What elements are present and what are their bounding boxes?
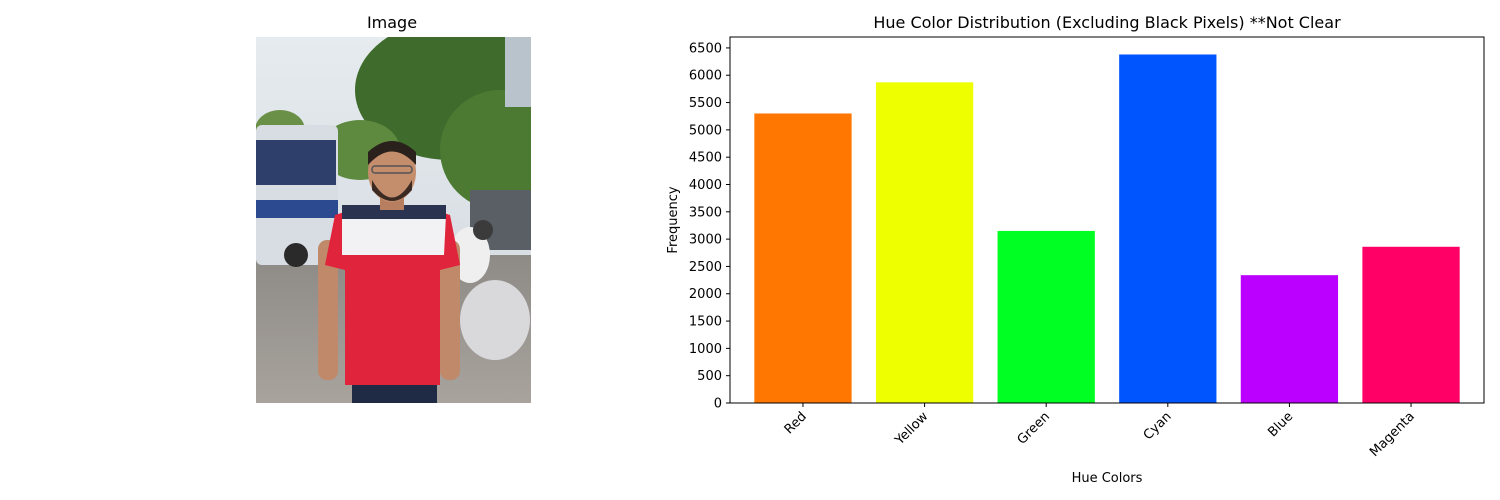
x-axis: Red Yellow Green Cyan Blue Magenta — [782, 403, 1418, 460]
y-tick-label: 3500 — [689, 205, 722, 220]
chart-title: Hue Color Distribution (Excluding Black … — [873, 13, 1341, 32]
x-tick-label: Cyan — [1141, 409, 1175, 443]
bar-green — [997, 230, 1095, 403]
x-tick-label: Magenta — [1367, 409, 1418, 460]
x-tick-label: Green — [1015, 409, 1053, 447]
y-tick-label: 2500 — [689, 260, 722, 275]
bars-group — [754, 54, 1460, 404]
street-photo — [256, 37, 531, 403]
y-tick-label: 0 — [714, 397, 722, 412]
y-tick-label: 5000 — [689, 123, 722, 138]
y-tick-label: 6000 — [689, 69, 722, 84]
y-tick-label: 1500 — [689, 315, 722, 330]
plot-area: 0 500 1000 1500 2000 2500 3000 3500 4000 4500 5000… — [689, 36, 1485, 460]
axes-frame — [729, 36, 1485, 404]
x-tick-label: Yellow — [892, 409, 932, 449]
x-tick-label: Blue — [1265, 409, 1296, 440]
x-tick-label: Red — [782, 409, 810, 437]
bar-blue — [1240, 275, 1339, 403]
bar-yellow — [875, 82, 974, 403]
y-tick-label: 3000 — [689, 233, 722, 248]
x-axis-label: Hue Colors — [1072, 471, 1143, 486]
y-axis: 0 500 1000 1500 2000 2500 3000 3500 4000 4500 5000… — [689, 41, 730, 412]
y-tick-label: 4000 — [689, 178, 722, 193]
y-tick-label: 1000 — [689, 342, 722, 357]
y-axis-label: Frequency — [666, 186, 681, 253]
y-tick-label: 6500 — [689, 41, 722, 56]
bar-red — [754, 113, 852, 404]
bar-cyan — [1119, 54, 1217, 404]
y-tick-label: 5500 — [689, 96, 722, 111]
bar-magenta — [1362, 246, 1460, 403]
y-tick-label: 500 — [697, 369, 722, 384]
y-tick-label: 4500 — [689, 151, 722, 166]
y-tick-label: 2000 — [689, 287, 722, 302]
image-panel-title: Image — [367, 13, 417, 32]
